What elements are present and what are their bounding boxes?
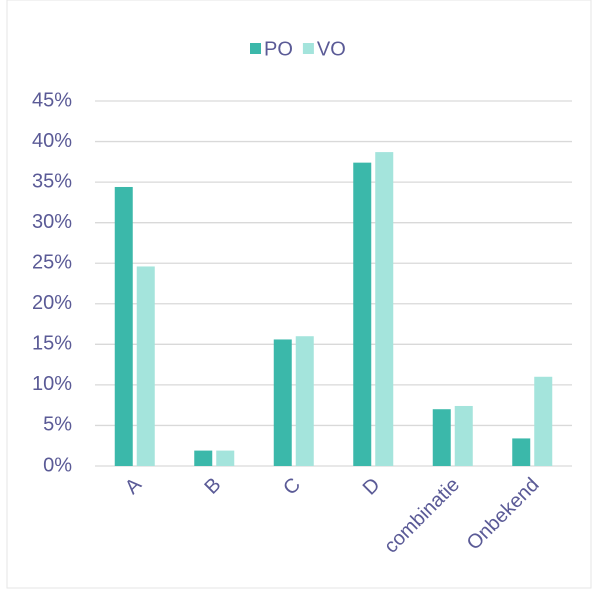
y-tick-label: 40% bbox=[32, 130, 72, 152]
bar bbox=[454, 405, 473, 466]
legend-label: PO bbox=[264, 38, 293, 60]
bar bbox=[534, 376, 553, 466]
bar bbox=[136, 266, 155, 466]
y-tick-label: 35% bbox=[32, 170, 72, 192]
chart-frame bbox=[6, 0, 592, 589]
y-tick-label: 15% bbox=[32, 333, 72, 355]
y-tick-label: 25% bbox=[32, 252, 72, 274]
x-tick-label: A bbox=[121, 473, 146, 498]
bar bbox=[114, 186, 133, 466]
y-tick-label: 30% bbox=[32, 211, 72, 233]
bar bbox=[432, 409, 451, 466]
x-tick-label: B bbox=[201, 474, 226, 499]
bar bbox=[353, 162, 372, 466]
x-tick-label: C bbox=[279, 474, 305, 500]
legend-swatch bbox=[302, 43, 314, 54]
legend-swatch bbox=[250, 43, 261, 54]
y-tick-label: 10% bbox=[32, 373, 72, 395]
y-tick-label: 0% bbox=[43, 454, 72, 476]
bar bbox=[375, 152, 394, 466]
x-tick-label: combinatie bbox=[380, 474, 464, 558]
bar bbox=[295, 336, 314, 466]
y-tick-label: 5% bbox=[43, 414, 72, 436]
y-tick-label: 20% bbox=[32, 292, 72, 314]
bar bbox=[512, 438, 531, 466]
x-tick-label: Onbekend bbox=[463, 474, 544, 555]
y-tick-label: 45% bbox=[32, 89, 72, 111]
bar bbox=[273, 339, 292, 466]
bar bbox=[194, 450, 213, 466]
legend-label: VO bbox=[317, 38, 346, 60]
x-tick-label: D bbox=[359, 474, 385, 500]
bar bbox=[216, 450, 235, 466]
